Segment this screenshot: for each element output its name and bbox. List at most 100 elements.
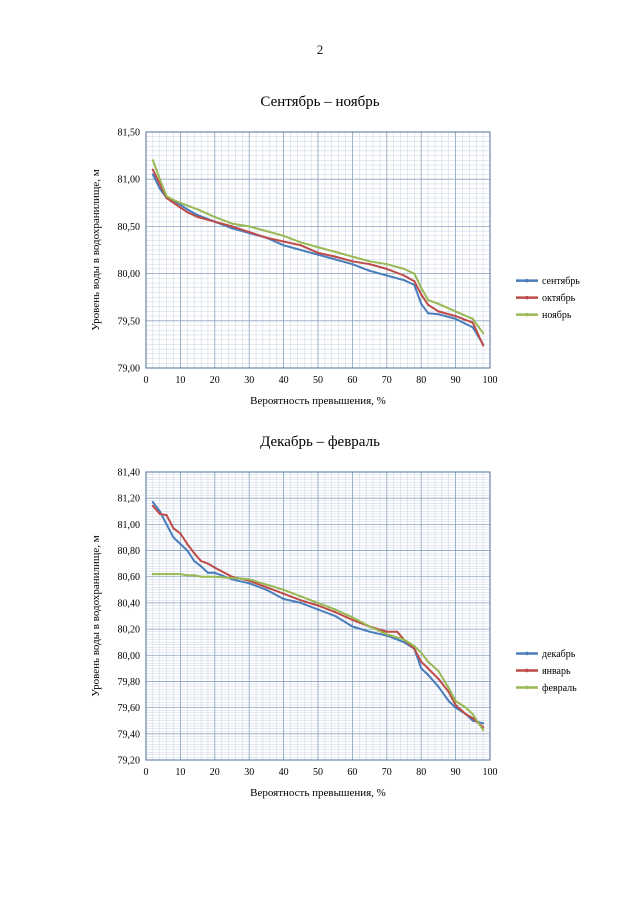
data-point: [199, 565, 203, 568]
data-point: [402, 641, 406, 644]
data-point: [172, 527, 175, 530]
data-point: [316, 251, 320, 254]
data-point: [471, 717, 474, 720]
data-point: [230, 222, 234, 225]
x-tick-label: 100: [483, 375, 498, 386]
data-point: [420, 667, 423, 670]
data-point: [172, 536, 175, 539]
data-point: [230, 227, 234, 230]
data-point: [385, 633, 388, 636]
legend-marker: [525, 295, 529, 300]
x-axis-label: Вероятность превышения, %: [250, 395, 386, 407]
x-tick-label: 70: [382, 375, 392, 386]
data-point: [158, 573, 161, 576]
x-tick-label: 20: [210, 767, 220, 778]
data-point: [193, 559, 196, 563]
y-tick-label: 79,50: [118, 316, 141, 327]
data-point: [385, 630, 388, 633]
x-tick-label: 60: [347, 375, 357, 386]
x-axis-label: Вероятность превышения, %: [250, 787, 386, 799]
data-point: [282, 244, 285, 247]
data-point: [248, 225, 251, 228]
data-point: [179, 532, 182, 535]
data-point: [482, 728, 485, 731]
x-tick-label: 30: [244, 767, 254, 778]
data-point: [186, 574, 189, 577]
data-point: [316, 246, 320, 249]
data-point: [351, 255, 354, 258]
data-point: [172, 573, 175, 576]
data-point: [316, 608, 320, 611]
legend-marker: [525, 651, 529, 656]
data-point: [334, 255, 337, 258]
x-tick-label: 90: [451, 767, 461, 778]
data-point: [206, 571, 210, 574]
data-point: [265, 583, 268, 586]
data-point: [471, 719, 474, 722]
data-point: [464, 713, 468, 716]
data-point: [196, 213, 199, 217]
data-point: [334, 608, 337, 611]
data-point: [334, 610, 337, 614]
data-point: [193, 552, 196, 555]
data-point: [206, 562, 210, 565]
data-point: [482, 331, 485, 335]
x-tick-label: 80: [416, 767, 426, 778]
y-tick-label: 80,00: [118, 651, 141, 662]
data-point: [351, 625, 354, 628]
data-point: [282, 597, 285, 601]
data-point: [186, 208, 189, 211]
data-point: [299, 241, 302, 244]
data-point: [230, 576, 234, 580]
data-point: [471, 326, 474, 329]
data-point: [213, 566, 216, 569]
y-tick-label: 79,60: [118, 703, 141, 714]
data-point: [151, 159, 154, 162]
data-point: [199, 575, 203, 578]
data-point: [454, 706, 457, 709]
data-point: [196, 208, 199, 211]
legend-label: январь: [542, 666, 571, 677]
data-point: [186, 549, 189, 552]
legend-label: ноябрь: [542, 310, 572, 321]
data-point: [151, 173, 154, 176]
y-tick-label: 79,20: [118, 756, 141, 767]
legend-marker: [525, 278, 529, 283]
x-tick-label: 20: [210, 375, 220, 386]
y-tick-label: 79,40: [118, 729, 141, 740]
data-point: [454, 699, 457, 703]
data-point: [402, 638, 406, 641]
data-point: [316, 604, 320, 607]
legend-label: октябрь: [542, 293, 576, 304]
data-point: [282, 592, 285, 595]
data-point: [471, 321, 474, 324]
major-grid: [145, 131, 491, 369]
x-tick-label: 60: [347, 767, 357, 778]
data-point: [213, 571, 216, 574]
data-point: [199, 559, 203, 563]
data-point: [265, 588, 268, 591]
data-point: [179, 201, 182, 204]
data-point: [426, 660, 430, 663]
data-point: [413, 272, 416, 275]
data-point: [179, 203, 182, 206]
data-point: [196, 215, 199, 219]
x-tick-label: 90: [451, 375, 461, 386]
y-axis-label: Уровень воды в водохранилище, м: [90, 535, 102, 696]
data-point: [186, 542, 189, 546]
data-point: [179, 573, 182, 576]
data-point: [420, 302, 423, 305]
data-point: [454, 703, 457, 707]
data-point: [248, 578, 251, 581]
y-tick-label: 81,50: [118, 128, 141, 139]
data-point: [179, 542, 182, 546]
data-point: [402, 279, 406, 282]
data-point: [482, 722, 485, 725]
y-tick-label: 80,20: [118, 625, 141, 636]
data-point: [351, 616, 354, 619]
data-point: [151, 168, 154, 171]
data-point: [437, 669, 440, 673]
data-point: [151, 504, 154, 508]
x-tick-label: 0: [144, 375, 149, 386]
chart-dec-feb: Декабрь – февраль 0 10 20 30 40 50 60 70 80 90 100 7…: [0, 422, 640, 812]
